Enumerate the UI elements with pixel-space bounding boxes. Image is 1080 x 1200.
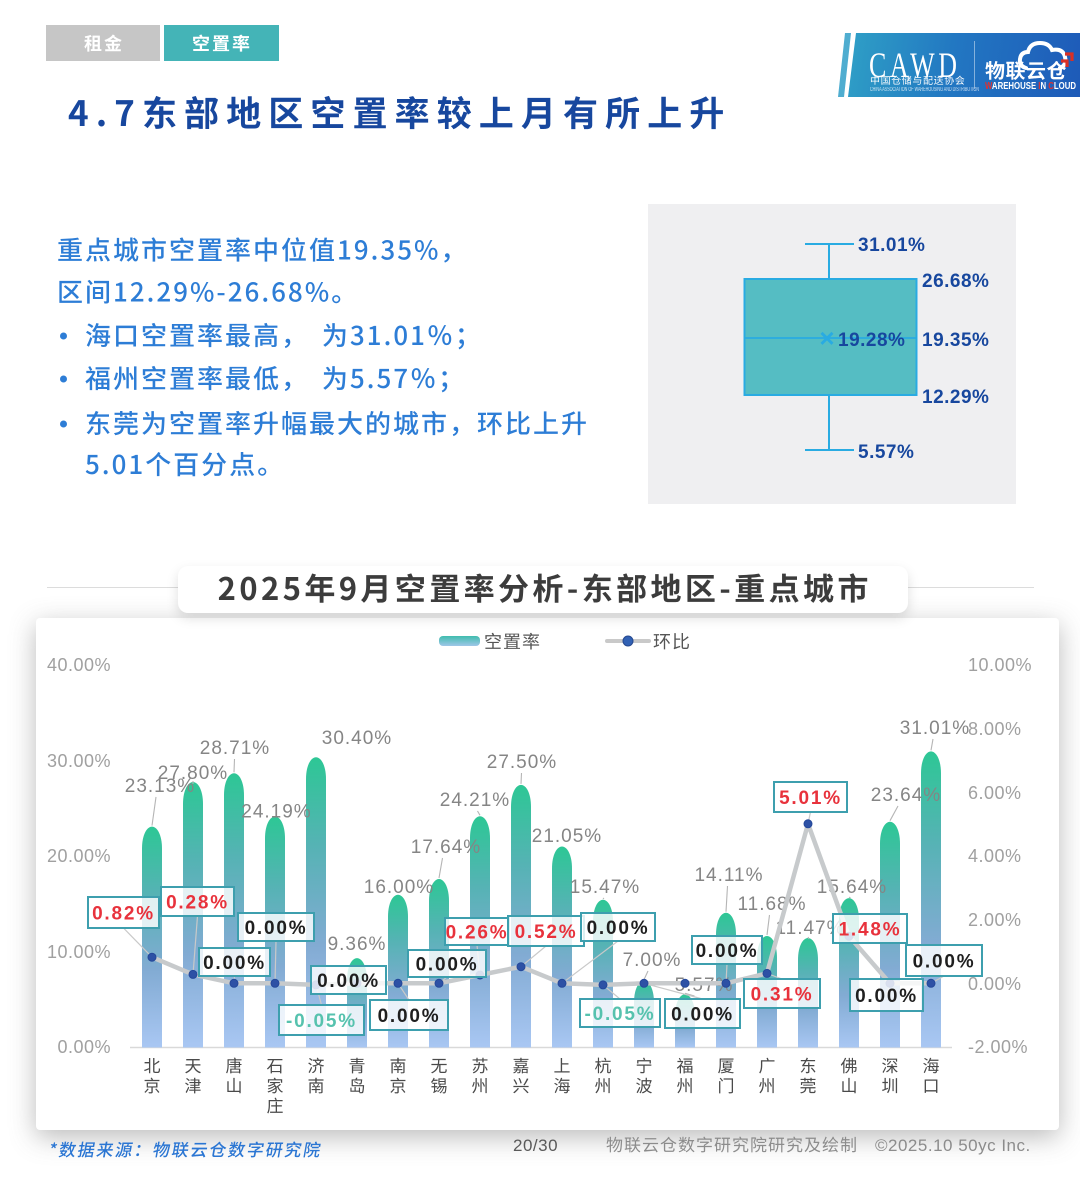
- svg-text:0.52%: 0.52%: [515, 922, 578, 943]
- svg-text:-0.05%: -0.05%: [584, 1004, 655, 1025]
- svg-text:5.57%: 5.57%: [858, 442, 914, 463]
- svg-text:31.01%: 31.01%: [900, 718, 970, 739]
- svg-text:0.00%: 0.00%: [696, 941, 759, 962]
- svg-text:-0.05%: -0.05%: [286, 1011, 357, 1032]
- svg-text:17.64%: 17.64%: [411, 837, 481, 858]
- svg-text:0.00%: 0.00%: [203, 953, 266, 974]
- svg-text:0.00%: 0.00%: [57, 1037, 111, 1057]
- svg-text:0.00%: 0.00%: [968, 974, 1022, 994]
- svg-text:31.01%: 31.01%: [858, 235, 925, 256]
- svg-text:40.00%: 40.00%: [47, 655, 111, 675]
- svg-text:0.31%: 0.31%: [751, 985, 814, 1006]
- svg-text:0.00%: 0.00%: [671, 1005, 734, 1026]
- svg-text:11.47%: 11.47%: [775, 918, 844, 939]
- svg-text:19.28%: 19.28%: [838, 330, 905, 351]
- svg-text:1.48%: 1.48%: [839, 920, 902, 941]
- svg-text:23.64%: 23.64%: [871, 785, 941, 806]
- svg-text:21.05%: 21.05%: [532, 826, 602, 847]
- svg-text:16.00%: 16.00%: [364, 877, 434, 898]
- svg-text:0.00%: 0.00%: [378, 1006, 441, 1027]
- svg-text:0.00%: 0.00%: [913, 952, 976, 973]
- svg-text:0.26%: 0.26%: [446, 923, 509, 944]
- svg-text:0.00%: 0.00%: [855, 986, 918, 1007]
- svg-text:6.00%: 6.00%: [968, 783, 1022, 803]
- svg-text:©2025.10 50yc Inc.: ©2025.10 50yc Inc.: [875, 1136, 1031, 1155]
- svg-text:0.00%: 0.00%: [587, 918, 650, 939]
- svg-text:15.47%: 15.47%: [570, 877, 640, 898]
- svg-text:2.00%: 2.00%: [968, 910, 1022, 930]
- svg-text:0.28%: 0.28%: [166, 893, 229, 914]
- svg-text:28.71%: 28.71%: [200, 738, 270, 759]
- svg-text:10.00%: 10.00%: [968, 655, 1032, 675]
- svg-text:27.50%: 27.50%: [487, 752, 557, 773]
- svg-text:30.00%: 30.00%: [47, 751, 111, 771]
- svg-text:4.00%: 4.00%: [968, 846, 1022, 866]
- svg-text:8.00%: 8.00%: [968, 719, 1022, 739]
- svg-text:20.00%: 20.00%: [47, 846, 111, 866]
- svg-text:14.11%: 14.11%: [694, 865, 763, 886]
- svg-text:30.40%: 30.40%: [322, 728, 392, 749]
- svg-text:10.00%: 10.00%: [47, 942, 111, 962]
- svg-text:24.21%: 24.21%: [440, 790, 510, 811]
- svg-text:0.00%: 0.00%: [245, 918, 308, 939]
- svg-text:7.00%: 7.00%: [623, 950, 682, 971]
- svg-text:27.80%: 27.80%: [158, 763, 228, 784]
- svg-text:20/30: 20/30: [513, 1136, 558, 1155]
- svg-text:23.13%: 23.13%: [125, 776, 195, 797]
- svg-text:19.35%: 19.35%: [922, 330, 989, 351]
- svg-text:24.19%: 24.19%: [241, 802, 311, 823]
- svg-text:12.29%: 12.29%: [922, 387, 989, 408]
- svg-text:-2.00%: -2.00%: [968, 1037, 1028, 1057]
- svg-text:26.68%: 26.68%: [922, 271, 989, 292]
- svg-text:×: ×: [819, 323, 834, 353]
- svg-text:0.82%: 0.82%: [92, 904, 155, 925]
- svg-text:9.36%: 9.36%: [328, 934, 387, 955]
- svg-text:0.00%: 0.00%: [317, 971, 380, 992]
- svg-text:11.68%: 11.68%: [737, 894, 806, 915]
- svg-text:5.01%: 5.01%: [779, 788, 842, 809]
- svg-text:0.00%: 0.00%: [416, 955, 479, 976]
